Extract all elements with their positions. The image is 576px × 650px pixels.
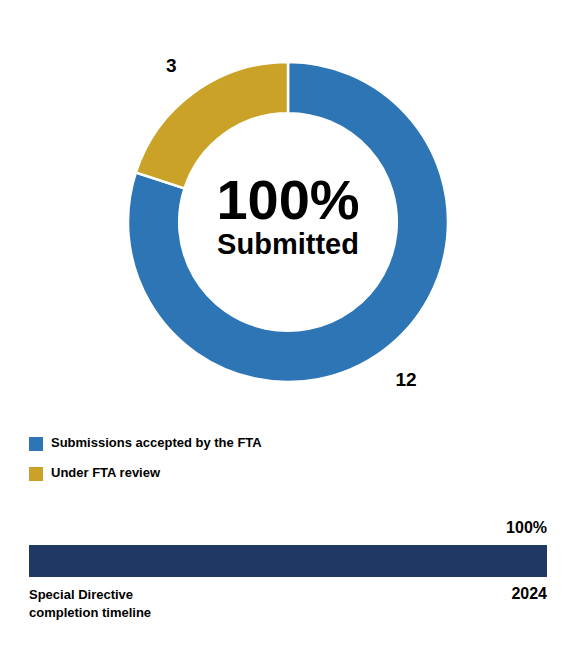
wedges: [128, 62, 448, 382]
bar: [29, 545, 547, 577]
legend-item: Under FTA review: [29, 465, 161, 481]
annotation: 2024: [511, 585, 547, 602]
data-label: 3: [166, 55, 177, 76]
value-label: 100%: [506, 519, 547, 536]
legend: Submissions accepted by the FTA Under FTA…: [29, 435, 262, 481]
legend-swatch: [29, 467, 43, 481]
data-labels: 12 3: [166, 55, 417, 390]
bars: [29, 545, 547, 577]
center-text: 100%: [216, 168, 359, 231]
chart-root: 123100%SubmittedSubmissions accepted by …: [0, 0, 576, 650]
legend-label: Submissions accepted by the FTA: [51, 435, 262, 450]
category-label: Special Directivecompletion timeline: [29, 587, 151, 620]
bar-texts: 100% Special Directivecompletion timeline…: [29, 519, 547, 620]
center-text: Submitted: [217, 228, 359, 260]
legend-label: Under FTA review: [51, 465, 161, 480]
legend-swatch: [29, 437, 43, 451]
legend-item: Submissions accepted by the FTA: [29, 435, 262, 451]
donut: 12 3 100%Submitted: [128, 55, 448, 390]
wedge: [128, 62, 448, 382]
data-label: 12: [395, 369, 416, 390]
